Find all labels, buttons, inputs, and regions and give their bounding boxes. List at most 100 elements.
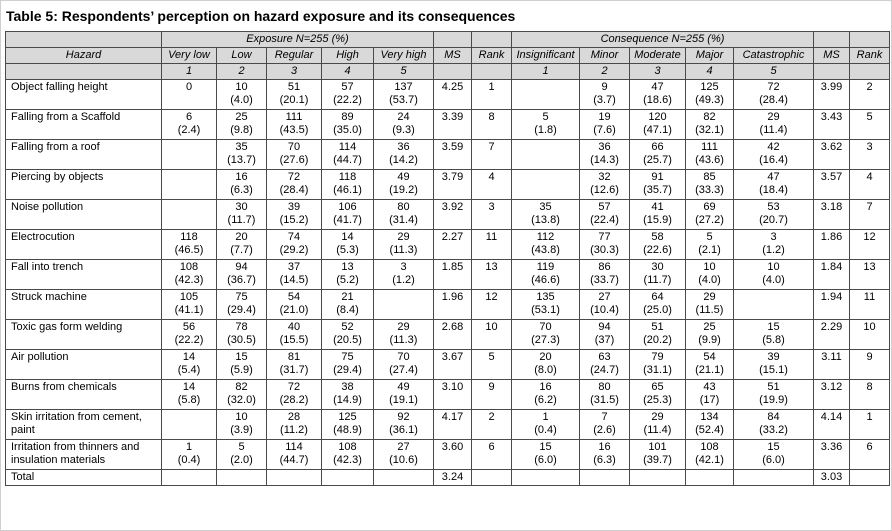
consequence-rank-cell: 11 <box>849 289 890 320</box>
header-empty-cell <box>433 31 472 48</box>
header-exposure-group: Exposure N=255 (%) <box>161 31 434 48</box>
empty-cell <box>161 469 217 486</box>
header-scale-row: 1 2 3 4 5 1 2 3 4 5 <box>5 63 890 80</box>
exposure-value-cell: 10 (4.0) <box>216 79 267 110</box>
header-labels-row: Hazard Very low Low Regular High Very hi… <box>5 47 890 64</box>
table-row: Electrocution 118 (46.5) 20 (7.7) 74 (29.2)… <box>5 229 890 260</box>
consequence-value-cell: 94 (37) <box>579 319 630 350</box>
consequence-value-cell: 91 (35.7) <box>629 169 686 200</box>
header-empty-cell <box>813 63 850 80</box>
consequence-value-cell <box>733 289 814 320</box>
consequence-value-cell: 69 (27.2) <box>685 199 734 230</box>
exposure-value-cell: 39 (15.2) <box>266 199 322 230</box>
consequence-value-cell: 39 (15.1) <box>733 349 814 380</box>
consequence-rank-cell: 2 <box>849 79 890 110</box>
consequence-value-cell: 32 (12.6) <box>579 169 630 200</box>
table-body: Object falling height 0 10 (4.0) 51 (20.1) 5… <box>5 79 890 486</box>
exposure-rank-cell: 5 <box>471 349 512 380</box>
consequence-rank-cell: 5 <box>849 109 890 140</box>
hazard-name-cell: Burns from chemicals <box>5 379 162 410</box>
exposure-value-cell: 74 (29.2) <box>266 229 322 260</box>
header-scale-5: 5 <box>733 63 814 80</box>
header-scale-5: 5 <box>373 63 434 80</box>
exposure-ms-cell: 2.27 <box>433 229 472 260</box>
consequence-value-cell <box>511 79 580 110</box>
exposure-rank-cell: 2 <box>471 409 512 440</box>
consequence-rank-cell: 1 <box>849 409 890 440</box>
hazard-name-cell: Fall into trench <box>5 259 162 290</box>
consequence-value-cell: 119 (46.6) <box>511 259 580 290</box>
exposure-value-cell: 5 (2.0) <box>216 439 267 470</box>
exposure-value-cell: 92 (36.1) <box>373 409 434 440</box>
consequence-ms-cell: 3.12 <box>813 379 850 410</box>
consequence-rank-cell: 12 <box>849 229 890 260</box>
exposure-value-cell: 78 (30.5) <box>216 319 267 350</box>
exposure-rank-cell: 4 <box>471 169 512 200</box>
consequence-value-cell: 63 (24.7) <box>579 349 630 380</box>
header-consequence-major: Major <box>685 47 734 64</box>
hazard-name-cell: Electrocution <box>5 229 162 260</box>
empty-cell <box>579 469 630 486</box>
exposure-value-cell: 49 (19.2) <box>373 169 434 200</box>
header-exposure-regular: Regular <box>266 47 322 64</box>
table-caption: Table 5: Respondents’ perception on haza… <box>6 8 516 24</box>
consequence-rank-cell: 8 <box>849 379 890 410</box>
exposure-value-cell: 111 (43.5) <box>266 109 322 140</box>
header-exposure-ms: MS <box>433 47 472 64</box>
exposure-value-cell: 10 (3.9) <box>216 409 267 440</box>
hazard-name-cell: Skin irritation from cement, paint <box>5 409 162 440</box>
consequence-value-cell: 16 (6.2) <box>511 379 580 410</box>
exposure-value-cell: 16 (6.3) <box>216 169 267 200</box>
header-scale-1: 1 <box>161 63 217 80</box>
exposure-value-cell: 70 (27.4) <box>373 349 434 380</box>
exposure-value-cell: 137 (53.7) <box>373 79 434 110</box>
empty-cell <box>471 469 512 486</box>
header-consequence-rank: Rank <box>849 47 890 64</box>
exposure-value-cell: 28 (11.2) <box>266 409 322 440</box>
header-scale-3: 3 <box>629 63 686 80</box>
exposure-value-cell: 38 (14.9) <box>321 379 374 410</box>
exposure-value-cell: 1 (0.4) <box>161 439 217 470</box>
header-scale-4: 4 <box>321 63 374 80</box>
consequence-value-cell: 112 (43.8) <box>511 229 580 260</box>
header-empty-cell <box>813 31 850 48</box>
consequence-value-cell: 72 (28.4) <box>733 79 814 110</box>
empty-cell <box>373 469 434 486</box>
exposure-value-cell: 57 (22.2) <box>321 79 374 110</box>
consequence-value-cell: 42 (16.4) <box>733 139 814 170</box>
consequence-rank-cell: 4 <box>849 169 890 200</box>
exposure-value-cell <box>161 169 217 200</box>
header-empty-cell <box>471 31 512 48</box>
header-hazard: Hazard <box>5 47 162 64</box>
exposure-value-cell: 49 (19.1) <box>373 379 434 410</box>
exposure-rank-cell: 1 <box>471 79 512 110</box>
exposure-value-cell: 72 (28.2) <box>266 379 322 410</box>
consequence-value-cell: 108 (42.1) <box>685 439 734 470</box>
consequence-value-cell: 7 (2.6) <box>579 409 630 440</box>
exposure-value-cell: 114 (44.7) <box>266 439 322 470</box>
total-label-cell: Total <box>5 469 162 486</box>
exposure-rank-cell: 8 <box>471 109 512 140</box>
consequence-value-cell: 82 (32.1) <box>685 109 734 140</box>
empty-cell <box>685 469 734 486</box>
hazard-name-cell: Noise pollution <box>5 199 162 230</box>
exposure-ms-cell: 3.60 <box>433 439 472 470</box>
table-row: Fall into trench 108 (42.3) 94 (36.7) 37 (1… <box>5 259 890 290</box>
consequence-value-cell: 3 (1.2) <box>733 229 814 260</box>
exposure-value-cell: 81 (31.7) <box>266 349 322 380</box>
exposure-value-cell: 80 (31.4) <box>373 199 434 230</box>
exposure-value-cell: 108 (42.3) <box>161 259 217 290</box>
exposure-value-cell: 0 <box>161 79 217 110</box>
consequence-rank-cell: 3 <box>849 139 890 170</box>
consequence-value-cell: 5 (1.8) <box>511 109 580 140</box>
hazard-name-cell: Air pollution <box>5 349 162 380</box>
header-consequence-minor: Minor <box>579 47 630 64</box>
consequence-value-cell: 86 (33.7) <box>579 259 630 290</box>
consequence-ms-cell: 3.43 <box>813 109 850 140</box>
header-exposure-very-high: Very high <box>373 47 434 64</box>
exposure-value-cell <box>161 199 217 230</box>
header-consequence-group: Consequence N=255 (%) <box>511 31 814 48</box>
consequence-value-cell <box>511 169 580 200</box>
consequence-value-cell: 120 (47.1) <box>629 109 686 140</box>
empty-cell <box>266 469 322 486</box>
